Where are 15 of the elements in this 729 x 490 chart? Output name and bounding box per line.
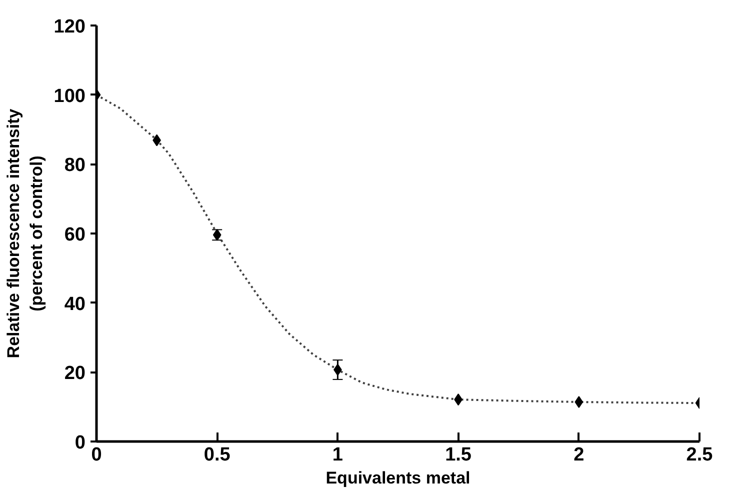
x-axis-title: Equivalents metal [326,468,470,488]
y-tick-label: 20 [64,363,86,384]
x-tick-label: 1.5 [445,444,472,466]
y-tick-label: 60 [64,224,86,246]
x-tick-label: 0 [91,444,102,466]
y-tick-label: 80 [64,155,86,176]
x-tick-label: 2 [574,444,584,466]
x-tick-label: 2.5 [686,444,714,466]
y-tick-label: 100 [54,86,86,107]
y-tick-label: 40 [64,294,86,315]
x-tick-label: 0.5 [204,444,231,466]
y-axis-title: Relative fluorescence intensity (percent of control) [4,108,46,358]
x-tick-label: 1 [332,444,344,466]
point [574,396,584,408]
y-tick-label: 120 [54,16,86,38]
